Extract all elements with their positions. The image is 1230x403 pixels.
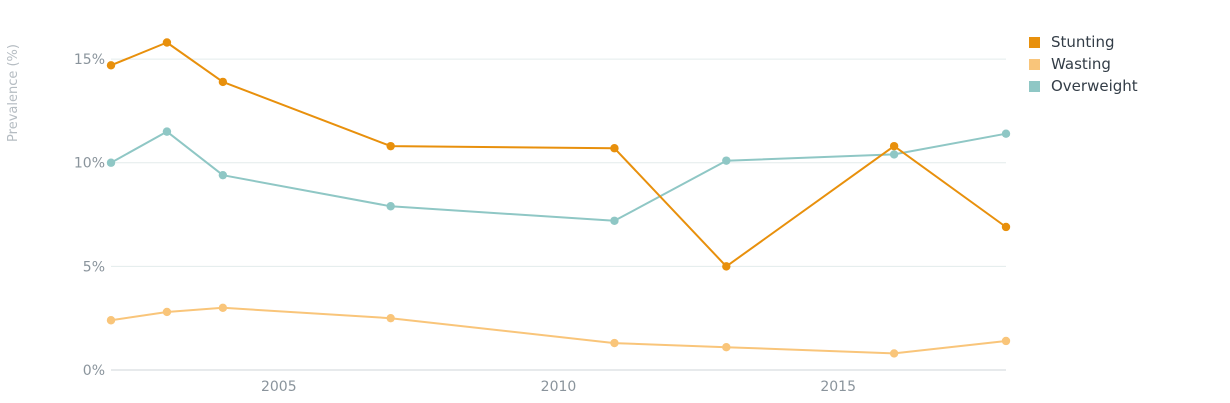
series-line-wasting [110,306,1007,355]
series-line-stunting [110,41,1007,268]
legend-item-wasting[interactable]: Wasting [1029,55,1111,73]
data-point-stunting[interactable] [1001,222,1011,232]
data-point-wasting[interactable] [106,316,116,325]
data-point-wasting[interactable] [386,313,395,323]
y-tick-label: 5% [83,259,105,275]
x-tick-label: 2010 [541,379,577,395]
legend-item-overweight[interactable]: Overweight [1029,77,1138,95]
x-axis-ticks: 2005 2010 2015 [261,379,856,395]
data-point-overweight[interactable] [610,216,619,225]
data-point-wasting[interactable] [889,349,899,358]
y-axis-ticks: 0% 5% 10% 15% [74,52,105,379]
data-point-stunting[interactable] [162,38,172,47]
series-overweight [106,127,1011,225]
legend-item-stunting[interactable]: Stunting [1029,33,1115,51]
series-wasting [106,303,1011,358]
data-point-stunting[interactable] [218,77,228,87]
data-point-overweight[interactable] [722,156,731,165]
series-layer [106,38,1011,358]
data-point-wasting[interactable] [218,303,228,313]
data-point-wasting[interactable] [610,338,619,348]
data-point-overweight[interactable] [386,202,395,211]
y-axis-label: Prevalence (%) [6,44,21,142]
y-tick-label: 10% [74,156,105,172]
legend[interactable]: Stunting Wasting Overweight [1029,33,1138,95]
x-tick-label: 2015 [820,379,856,395]
data-point-wasting[interactable] [722,343,731,352]
data-point-stunting[interactable] [722,262,731,271]
data-point-stunting[interactable] [106,61,116,70]
y-tick-label: 15% [74,52,105,68]
series-stunting [106,38,1011,271]
data-point-stunting[interactable] [386,141,395,151]
data-point-overweight[interactable] [106,158,116,167]
data-point-overweight[interactable] [162,127,172,136]
legend-swatch [1029,37,1040,48]
grid-lines [111,58,1006,371]
legend-swatch [1029,59,1040,70]
series-line-overweight [110,130,1007,222]
legend-label: Wasting [1051,55,1111,73]
data-point-wasting[interactable] [162,307,172,317]
data-point-overweight[interactable] [1001,129,1011,138]
data-point-wasting[interactable] [1001,336,1011,346]
data-point-stunting[interactable] [889,141,899,151]
legend-swatch [1029,81,1040,92]
data-point-stunting[interactable] [610,144,619,153]
legend-label: Overweight [1051,77,1138,95]
data-point-overweight[interactable] [889,150,899,159]
y-tick-label: 0% [83,363,105,379]
data-point-overweight[interactable] [218,170,228,180]
x-tick-label: 2005 [261,379,297,395]
legend-label: Stunting [1051,33,1115,51]
